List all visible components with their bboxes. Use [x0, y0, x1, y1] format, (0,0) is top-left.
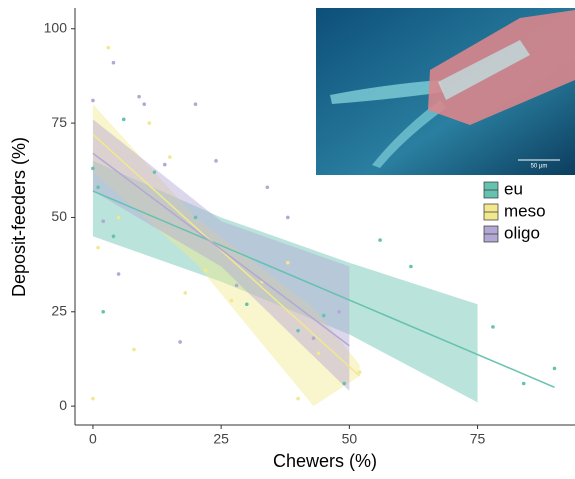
- point: [111, 234, 116, 239]
- point: [409, 264, 413, 269]
- inset-photo: 50 µm: [316, 8, 575, 175]
- point: [132, 347, 136, 352]
- point: [96, 245, 100, 250]
- point: [311, 336, 316, 341]
- point: [193, 102, 198, 107]
- point: [337, 309, 341, 314]
- point: [96, 185, 100, 190]
- fit-line: [92, 190, 555, 388]
- point: [286, 215, 290, 220]
- point: [142, 102, 147, 107]
- confidence-band: [92, 119, 350, 392]
- x-tick-label: 50: [342, 431, 358, 447]
- fit-line: [92, 133, 361, 377]
- x-tick-label: 75: [470, 431, 486, 447]
- point: [121, 117, 126, 122]
- point: [183, 291, 188, 295]
- point: [116, 215, 121, 220]
- point: [168, 155, 172, 159]
- point: [552, 366, 557, 371]
- point: [152, 170, 157, 174]
- point: [101, 309, 106, 314]
- point: [91, 396, 95, 401]
- point: [193, 215, 198, 220]
- y-tick-label: 25: [51, 302, 67, 318]
- y-axis-title: Deposit-feeders (%): [9, 137, 29, 297]
- fit-line: [92, 152, 350, 347]
- point: [342, 381, 347, 386]
- x-tick-label: 0: [89, 431, 97, 447]
- point: [378, 238, 382, 242]
- y-tick-label: 50: [51, 208, 67, 224]
- legend-label: oligo: [504, 223, 540, 242]
- point: [91, 98, 95, 103]
- scale-label: 50 µm: [531, 164, 548, 170]
- point: [111, 60, 116, 65]
- legend-label: meso: [504, 201, 546, 220]
- legend-label: eu: [504, 179, 523, 198]
- x-axis-title: Chewers (%): [273, 451, 377, 471]
- point: [214, 159, 218, 163]
- point: [491, 325, 495, 329]
- point: [296, 396, 300, 401]
- y-tick-label: 0: [59, 397, 67, 413]
- point: [106, 45, 111, 50]
- point: [357, 370, 362, 374]
- point: [321, 313, 326, 318]
- x-tick-label: 25: [213, 431, 229, 447]
- point: [203, 268, 208, 273]
- point: [178, 340, 182, 344]
- point: [147, 121, 152, 125]
- point: [91, 166, 95, 171]
- point: [316, 351, 321, 356]
- point: [234, 283, 239, 288]
- y-tick-label: 75: [51, 114, 67, 130]
- point: [101, 219, 106, 224]
- point: [521, 381, 526, 386]
- point: [137, 94, 141, 99]
- point: [244, 302, 249, 307]
- point: [229, 298, 234, 303]
- point: [116, 272, 121, 276]
- y-tick-label: 100: [44, 19, 68, 35]
- legend: eu meso oligo: [478, 177, 575, 245]
- point: [286, 260, 290, 265]
- point: [296, 328, 300, 333]
- point: [162, 162, 167, 167]
- point: [265, 185, 270, 190]
